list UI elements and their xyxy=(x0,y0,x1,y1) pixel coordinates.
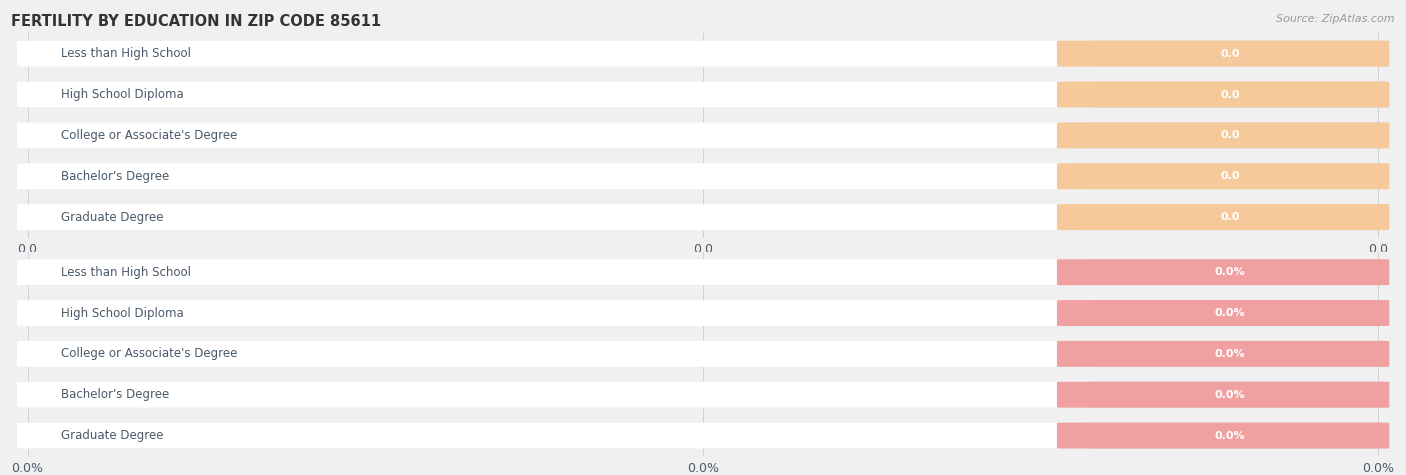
FancyBboxPatch shape xyxy=(17,341,1389,367)
FancyBboxPatch shape xyxy=(17,382,1389,408)
Text: 0.0%: 0.0% xyxy=(1215,430,1246,441)
FancyBboxPatch shape xyxy=(1057,204,1389,230)
Text: Less than High School: Less than High School xyxy=(62,266,191,279)
FancyBboxPatch shape xyxy=(1057,423,1389,448)
Text: High School Diploma: High School Diploma xyxy=(62,88,184,101)
Text: Graduate Degree: Graduate Degree xyxy=(62,429,165,442)
FancyBboxPatch shape xyxy=(17,123,1389,148)
Text: Graduate Degree: Graduate Degree xyxy=(62,210,165,224)
FancyBboxPatch shape xyxy=(17,259,1092,285)
FancyBboxPatch shape xyxy=(17,204,1389,230)
FancyBboxPatch shape xyxy=(17,82,1092,107)
FancyBboxPatch shape xyxy=(17,382,1092,408)
FancyBboxPatch shape xyxy=(17,300,1389,326)
FancyBboxPatch shape xyxy=(17,259,1389,285)
FancyBboxPatch shape xyxy=(17,300,1092,326)
FancyBboxPatch shape xyxy=(1057,123,1389,148)
FancyBboxPatch shape xyxy=(1057,341,1389,367)
Text: High School Diploma: High School Diploma xyxy=(62,306,184,320)
FancyBboxPatch shape xyxy=(1057,163,1389,189)
FancyBboxPatch shape xyxy=(17,204,1092,230)
Text: 0.0: 0.0 xyxy=(1220,89,1240,100)
Text: Bachelor's Degree: Bachelor's Degree xyxy=(62,170,170,183)
Text: Source: ZipAtlas.com: Source: ZipAtlas.com xyxy=(1277,14,1395,24)
FancyBboxPatch shape xyxy=(1057,300,1389,326)
FancyBboxPatch shape xyxy=(1057,41,1389,66)
Text: Bachelor's Degree: Bachelor's Degree xyxy=(62,388,170,401)
Text: 0.0: 0.0 xyxy=(1220,48,1240,59)
Text: 0.0%: 0.0% xyxy=(1215,308,1246,318)
FancyBboxPatch shape xyxy=(1057,382,1389,408)
FancyBboxPatch shape xyxy=(17,423,1389,448)
Text: Less than High School: Less than High School xyxy=(62,47,191,60)
Text: 0.0%: 0.0% xyxy=(1215,267,1246,277)
Text: 0.0%: 0.0% xyxy=(1215,349,1246,359)
FancyBboxPatch shape xyxy=(17,41,1092,66)
Text: College or Associate's Degree: College or Associate's Degree xyxy=(62,347,238,361)
Text: 0.0: 0.0 xyxy=(1220,212,1240,222)
FancyBboxPatch shape xyxy=(17,41,1389,66)
FancyBboxPatch shape xyxy=(17,341,1092,367)
Text: FERTILITY BY EDUCATION IN ZIP CODE 85611: FERTILITY BY EDUCATION IN ZIP CODE 85611 xyxy=(11,14,381,29)
FancyBboxPatch shape xyxy=(17,123,1092,148)
FancyBboxPatch shape xyxy=(1057,259,1389,285)
FancyBboxPatch shape xyxy=(17,163,1092,189)
Text: 0.0: 0.0 xyxy=(1220,171,1240,181)
FancyBboxPatch shape xyxy=(17,82,1389,107)
FancyBboxPatch shape xyxy=(17,163,1389,189)
FancyBboxPatch shape xyxy=(1057,82,1389,107)
Text: 0.0%: 0.0% xyxy=(1215,390,1246,400)
FancyBboxPatch shape xyxy=(17,423,1092,448)
Text: College or Associate's Degree: College or Associate's Degree xyxy=(62,129,238,142)
Text: 0.0: 0.0 xyxy=(1220,130,1240,141)
